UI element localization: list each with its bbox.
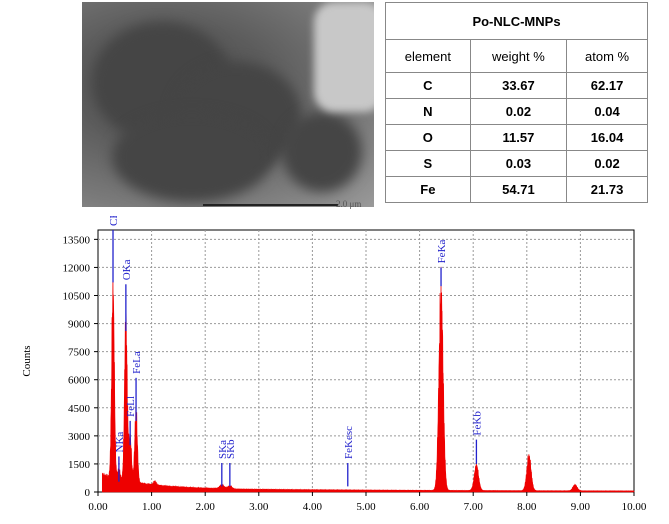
x-tick-label: 6.00	[410, 501, 430, 513]
peak-label: FeKesc	[343, 426, 355, 459]
y-tick-label: 10500	[63, 291, 91, 303]
header-atom: atom %	[566, 39, 648, 73]
spectrum-line	[101, 266, 635, 493]
particle-cluster	[112, 112, 272, 202]
peak-label: CKa	[108, 216, 120, 226]
x-tick-label: 3.00	[249, 501, 269, 513]
x-tick-label: 9.00	[571, 501, 591, 513]
table-row: O 11.57 16.04	[385, 124, 648, 151]
peak-label: SKa	[217, 440, 229, 459]
plot-frame	[97, 229, 635, 493]
peak-label: FeLl	[125, 396, 137, 417]
y-tick-label: 13500	[63, 234, 91, 246]
cell-element: Fe	[385, 176, 471, 203]
peak-label: FeKa	[436, 239, 448, 263]
table-row: Fe 54.71 21.73	[385, 176, 648, 203]
y-tick-label: 0	[85, 487, 91, 499]
x-tick-label: 7.00	[464, 501, 484, 513]
cell-element: C	[385, 72, 471, 99]
y-tick-label: 3000	[68, 431, 91, 443]
background-region	[314, 2, 374, 112]
peak-label: FeKb	[471, 411, 483, 436]
y-axis: 0 1500 3000 4500 6000 7500 9000 10500 12000 13500	[63, 234, 98, 499]
cell-atom: 0.04	[566, 98, 648, 125]
cell-element: S	[385, 150, 471, 177]
peak-label: SKb	[225, 439, 237, 459]
x-axis: 0.00 1.00 2.00 3.00 4.00 5.00 6.00 7.00 8.00 9.00…	[88, 492, 647, 513]
x-tick-label: 5.00	[356, 501, 376, 513]
table-row: N 0.02 0.04	[385, 98, 648, 125]
cell-weight: 0.02	[469, 98, 568, 125]
peak-label: FeLa	[131, 351, 143, 374]
y-tick-label: 6000	[68, 375, 91, 387]
x-tick-label: 0.00	[88, 501, 108, 513]
y-tick-label: 12000	[63, 262, 91, 274]
cell-element: N	[385, 98, 471, 125]
x-tick-label: 10.00	[622, 501, 647, 513]
scale-bar	[203, 204, 338, 206]
tem-micrograph	[82, 2, 374, 207]
scale-label: 2.0 μm	[336, 199, 362, 209]
x-tick-label: 2.00	[196, 501, 216, 513]
header-weight: weight %	[469, 39, 568, 73]
cell-weight: 33.67	[469, 72, 568, 99]
cell-atom: 16.04	[566, 124, 648, 151]
peak-label: OKa	[121, 259, 133, 280]
y-tick-label: 9000	[68, 319, 91, 331]
cell-weight: 54.71	[469, 176, 568, 203]
cell-weight: 11.57	[469, 124, 568, 151]
cell-atom: 62.17	[566, 72, 648, 99]
y-tick-label: 1500	[68, 459, 91, 471]
cell-atom: 0.02	[566, 150, 648, 177]
x-tick-label: 1.00	[142, 501, 162, 513]
x-tick-label: 4.00	[303, 501, 323, 513]
header-element: element	[385, 39, 471, 73]
composition-table: Po-NLC-MNPs element weight % atom % C 33…	[385, 2, 648, 203]
grid	[98, 230, 634, 492]
particle-cluster	[282, 112, 362, 192]
y-tick-label: 4500	[68, 403, 91, 415]
cell-element: O	[385, 124, 471, 151]
cell-weight: 0.03	[469, 150, 568, 177]
table-row: S 0.03 0.02	[385, 150, 648, 177]
spectrum-trace	[101, 266, 635, 493]
y-axis-label: Counts	[21, 345, 33, 376]
table-header-row: element weight % atom %	[385, 39, 648, 73]
y-tick-label: 7500	[68, 347, 91, 359]
x-tick-label: 8.00	[517, 501, 537, 513]
peak-label: NKa	[114, 432, 126, 453]
table-row: C 33.67 62.17	[385, 72, 648, 99]
cell-atom: 21.73	[566, 176, 648, 203]
table-title: Po-NLC-MNPs	[385, 2, 648, 40]
